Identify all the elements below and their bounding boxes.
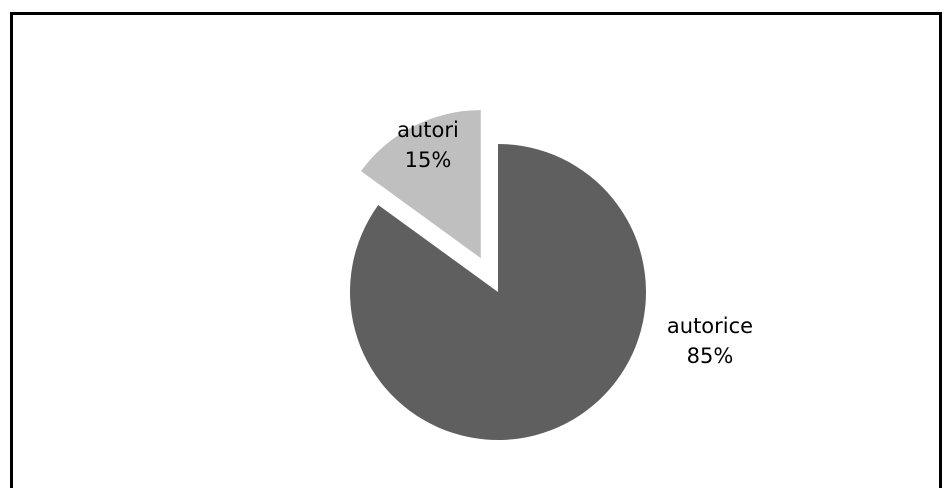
slice-percent-autori: 15% (405, 148, 452, 172)
pie-slice-autori (361, 110, 481, 259)
pie-slices (349, 110, 646, 440)
slice-percent-autorice: 85% (687, 344, 734, 368)
slice-label-autorice: autorice (667, 314, 753, 338)
slice-label-autori: autori (397, 118, 459, 142)
pie-slice-autorice (349, 144, 646, 440)
